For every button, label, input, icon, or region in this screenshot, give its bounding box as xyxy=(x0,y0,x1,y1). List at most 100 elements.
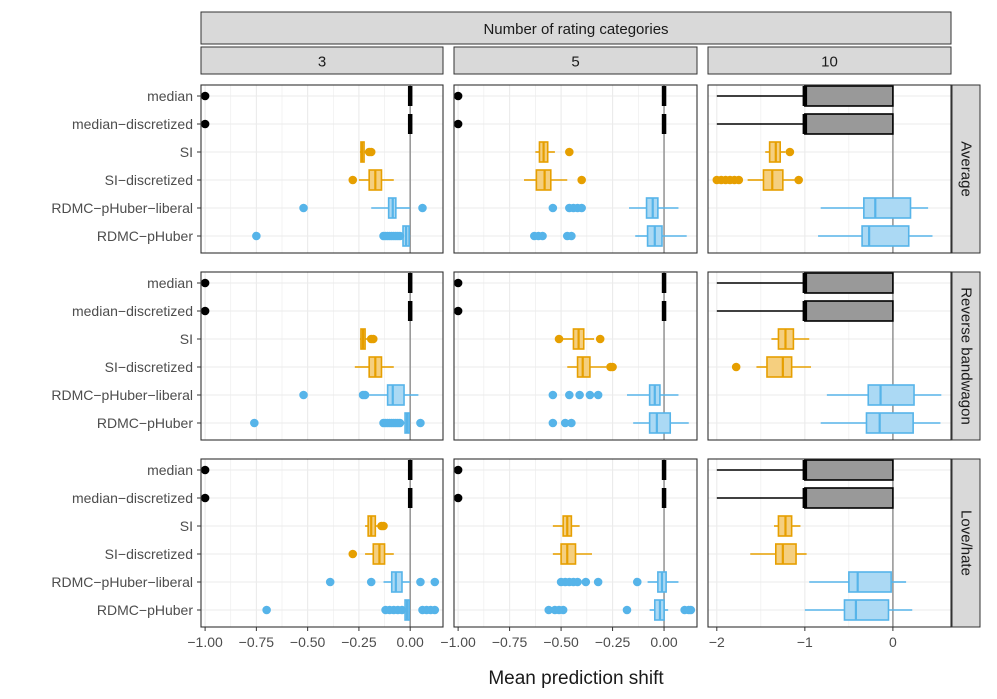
box-median-discretized xyxy=(804,487,894,509)
outlier-point-rdmc-phuber xyxy=(544,605,554,615)
outlier-point-median xyxy=(453,465,463,475)
box-rdmc-phuber xyxy=(865,412,914,434)
outlier-point-si-discretized xyxy=(608,362,617,372)
panel-background xyxy=(201,459,443,627)
row-strip xyxy=(951,458,981,628)
panel-border xyxy=(200,84,444,254)
outlier-point-si xyxy=(366,147,376,157)
outlier-point-rdmc-phuber xyxy=(262,605,271,615)
column-strip xyxy=(200,46,444,75)
outlier-point-rdmc-phuber-liberal xyxy=(581,577,591,587)
x-tick-label: 0 xyxy=(889,634,897,650)
x-tick-label: −1 xyxy=(797,634,813,650)
outlier-point-median xyxy=(453,278,463,288)
outlier-point-rdmc-phuber-liberal xyxy=(548,203,558,213)
outlier-point-rdmc-phuber-liberal xyxy=(577,203,586,213)
outlier-point-rdmc-phuber xyxy=(558,605,568,615)
outlier-point-median xyxy=(200,91,210,101)
y-tick-label: SI xyxy=(180,331,193,347)
panel-background xyxy=(454,459,697,627)
outlier-point-rdmc-phuber xyxy=(252,231,261,241)
outlier-point-rdmc-phuber-liberal xyxy=(565,390,574,400)
outlier-point-rdmc-phuber-liberal xyxy=(593,577,603,587)
outlier-point-median xyxy=(200,278,210,288)
panel-border xyxy=(707,458,952,628)
column-strip xyxy=(453,46,698,75)
outlier-point-rdmc-phuber xyxy=(538,231,547,241)
x-axis-title: Mean prediction shift xyxy=(488,668,664,689)
outlier-point-rdmc-phuber-liberal xyxy=(573,577,582,587)
outlier-point-si xyxy=(379,521,388,531)
outlier-point-rdmc-phuber xyxy=(250,418,259,428)
outlier-point-rdmc-phuber xyxy=(548,418,558,428)
x-tick-label: −0.50 xyxy=(543,634,579,650)
panel-border xyxy=(453,458,698,628)
outlier-point-rdmc-phuber xyxy=(622,605,632,615)
box-si-discretized xyxy=(774,543,797,565)
y-tick-label: RDMC−pHuber−liberal xyxy=(51,574,193,590)
top-strip-title: Number of rating categories xyxy=(483,21,668,38)
reference-lines xyxy=(409,85,894,627)
box-median xyxy=(804,459,894,481)
column-strip-label: 3 xyxy=(318,54,326,71)
outlier-point-rdmc-phuber-liberal xyxy=(593,390,603,400)
box-median-discretized xyxy=(804,113,894,135)
y-tick-label: SI−discretized xyxy=(105,359,193,375)
outlier-point-si-discretized xyxy=(734,175,744,185)
outlier-point-si xyxy=(785,147,795,157)
y-tick-label: median xyxy=(147,88,193,104)
panel-background xyxy=(708,459,951,627)
y-tick-label: RDMC−pHuber−liberal xyxy=(51,387,193,403)
outlier-point-si-discretized xyxy=(348,175,358,185)
outlier-point-median-discretized xyxy=(453,493,463,503)
outlier-point-median xyxy=(200,465,210,475)
y-tick-label: RDMC−pHuber xyxy=(97,228,193,244)
outlier-point-rdmc-phuber xyxy=(567,231,576,241)
outlier-point-rdmc-phuber-liberal xyxy=(325,577,335,587)
y-tick-label: SI xyxy=(180,144,193,160)
outlier-point-si-discretized xyxy=(348,549,358,559)
y-tick-label: median xyxy=(147,275,193,291)
outlier-point-rdmc-phuber xyxy=(686,605,696,615)
row-strip-label: Reverse bandwagon xyxy=(958,287,975,425)
y-tick-label: median−discretized xyxy=(72,303,193,319)
y-tick-label: median xyxy=(147,462,193,478)
y-tick-label: RDMC−pHuber−liberal xyxy=(51,200,193,216)
y-tick-label: SI−discretized xyxy=(105,546,193,562)
x-tick-label: 0.00 xyxy=(650,634,677,650)
box-rdmc-phuber xyxy=(861,225,910,247)
x-tick-label: −1.00 xyxy=(440,634,476,650)
panel-backgrounds xyxy=(201,85,951,627)
column-strip-label: 10 xyxy=(821,54,838,71)
outlier-point-rdmc-phuber-liberal xyxy=(418,203,427,213)
y-tick-label: RDMC−pHuber xyxy=(97,415,193,431)
panel-background xyxy=(708,85,951,253)
outlier-point-si-discretized xyxy=(794,175,803,185)
outlier-point-median xyxy=(453,91,463,101)
box-rdmc-phuber xyxy=(843,599,890,621)
top-strip xyxy=(200,11,952,45)
x-tick-label: −0.75 xyxy=(239,634,275,650)
box-rdmc-phuber xyxy=(648,412,672,434)
outlier-point-si xyxy=(595,334,605,344)
x-tick-label: −1.00 xyxy=(187,634,223,650)
x-tick-label: −0.75 xyxy=(492,634,528,650)
box-rdmc-phuber-liberal xyxy=(386,384,405,406)
box-median xyxy=(804,85,894,107)
facet-strips: Number of rating categories 3 5 10 Average Re… xyxy=(200,11,981,628)
y-tick-label: RDMC−pHuber xyxy=(97,602,193,618)
panel-background xyxy=(201,85,443,253)
boxplot-marks xyxy=(200,85,942,621)
outlier-point-rdmc-phuber-liberal xyxy=(548,390,558,400)
y-tick-label: SI−discretized xyxy=(105,172,193,188)
x-tick-label: 0.00 xyxy=(397,634,424,650)
outlier-point-rdmc-phuber xyxy=(397,605,407,615)
outlier-point-rdmc-phuber-liberal xyxy=(430,577,440,587)
outlier-point-rdmc-phuber xyxy=(416,418,425,428)
outlier-point-rdmc-phuber xyxy=(395,231,405,241)
box-rdmc-phuber-liberal xyxy=(867,384,915,406)
outlier-point-rdmc-phuber-liberal xyxy=(360,390,370,400)
box-median xyxy=(804,272,894,294)
box-si-discretized xyxy=(766,356,793,378)
panel-border xyxy=(707,271,952,441)
